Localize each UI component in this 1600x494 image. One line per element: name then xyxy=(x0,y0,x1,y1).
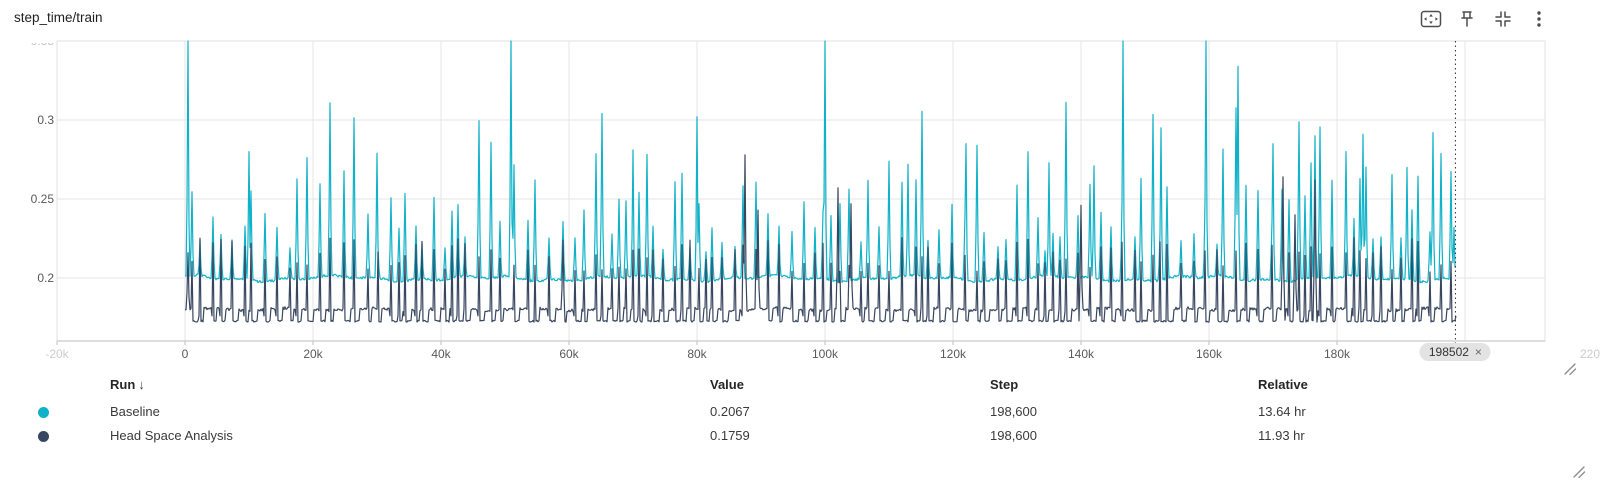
collapse-button[interactable] xyxy=(1488,6,1517,32)
more-options-button[interactable] xyxy=(1524,6,1553,32)
svg-text:140k: 140k xyxy=(1068,347,1095,361)
sort-descending-icon: ↓ xyxy=(138,377,145,392)
run-step: 198,600 xyxy=(990,428,1037,443)
run-color-dot xyxy=(38,407,49,418)
close-icon[interactable]: × xyxy=(1474,345,1482,359)
run-name[interactable]: Baseline xyxy=(110,404,160,419)
svg-text:0.25: 0.25 xyxy=(31,192,55,206)
run-color-dot xyxy=(38,431,49,442)
svg-text:0.2: 0.2 xyxy=(37,271,54,285)
svg-text:100k: 100k xyxy=(812,347,839,361)
run-name[interactable]: Head Space Analysis xyxy=(110,428,233,443)
series-baseline xyxy=(184,40,1457,284)
panel-resize-handle[interactable] xyxy=(1570,463,1588,481)
column-header-value[interactable]: Value xyxy=(710,377,744,392)
table-header-row: Run ↓ Value Step Relative xyxy=(0,376,1600,394)
collapse-icon xyxy=(1494,11,1511,27)
svg-text:220k: 220k xyxy=(1580,347,1600,361)
panel-toolbar xyxy=(1416,6,1553,32)
run-step: 198,600 xyxy=(990,404,1037,419)
run-table: Run ↓ Value Step Relative Baseline 0.2067… xyxy=(0,370,1600,450)
table-row[interactable]: Head Space Analysis 0.1759 198,600 11.93… xyxy=(0,427,1600,445)
crosshair-step-value: 198502 xyxy=(1428,345,1469,359)
chart-resize-handle[interactable] xyxy=(1561,360,1579,378)
svg-text:0.35: 0.35 xyxy=(31,34,55,48)
run-value: 0.1759 xyxy=(710,428,750,443)
svg-text:0.3: 0.3 xyxy=(37,113,54,127)
svg-text:40k: 40k xyxy=(431,347,451,361)
chart-plot[interactable]: -20k 0 20k 40k 60k 80k 100k 120k 140k 160k 180k 220… xyxy=(0,0,1600,366)
page-title: step_time/train xyxy=(14,10,103,25)
run-value: 0.2067 xyxy=(710,404,750,419)
run-relative: 13.64 hr xyxy=(1258,404,1306,419)
svg-text:-20k: -20k xyxy=(45,347,69,361)
svg-text:160k: 160k xyxy=(1196,347,1223,361)
fit-to-screen-button[interactable] xyxy=(1416,6,1445,32)
svg-text:20k: 20k xyxy=(303,347,323,361)
fit-to-screen-icon xyxy=(1420,10,1441,28)
run-relative: 11.93 hr xyxy=(1258,428,1305,443)
svg-text:0: 0 xyxy=(182,347,189,361)
column-header-step[interactable]: Step xyxy=(990,377,1019,392)
table-row[interactable]: Baseline 0.2067 198,600 13.64 hr xyxy=(0,403,1600,421)
svg-text:180k: 180k xyxy=(1324,347,1351,361)
crosshair-step-badge[interactable]: 198502 × xyxy=(1419,343,1491,361)
column-header-run[interactable]: Run ↓ xyxy=(110,377,145,392)
pin-button[interactable] xyxy=(1452,6,1481,32)
series-head-space-analysis xyxy=(184,154,1457,323)
column-header-relative[interactable]: Relative xyxy=(1258,377,1308,392)
pin-icon xyxy=(1460,11,1473,27)
svg-text:60k: 60k xyxy=(559,347,579,361)
kebab-menu-icon xyxy=(1536,11,1541,27)
svg-text:80k: 80k xyxy=(687,347,707,361)
svg-text:120k: 120k xyxy=(940,347,967,361)
